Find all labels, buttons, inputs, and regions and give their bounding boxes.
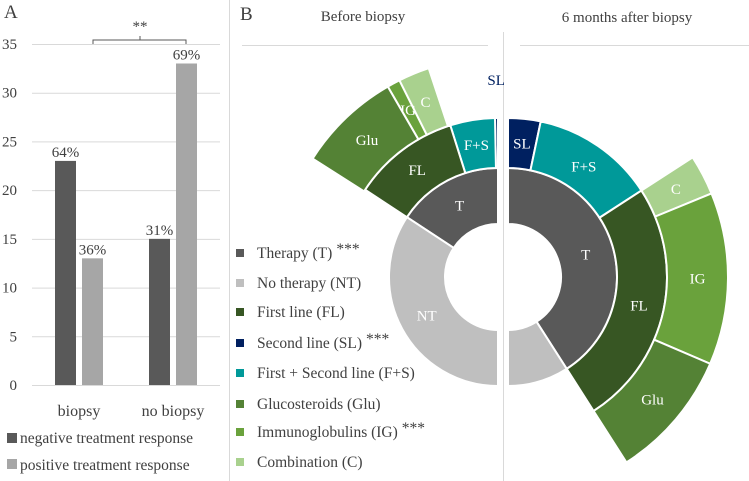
- legend-label: Immunoglobulins (IG): [257, 424, 398, 441]
- bar-positive: [82, 258, 103, 385]
- segment-label: SL: [513, 137, 531, 153]
- y-tick-label: 0: [10, 378, 18, 394]
- sunburst-legend: Therapy (T) ***No therapy (NT)First line …: [236, 241, 425, 471]
- legend-swatch-fl: [236, 308, 244, 316]
- segment-label: T: [581, 247, 590, 263]
- legend-significance: ***: [366, 331, 390, 348]
- legend-label: Therapy (T): [257, 245, 332, 262]
- bar-data-label: 31%: [146, 223, 174, 239]
- segment-glu: [311, 85, 420, 193]
- segment-label: Glu: [641, 393, 664, 409]
- legend-label: No therapy (NT): [257, 275, 361, 292]
- segment-label: FL: [630, 298, 648, 314]
- legend-swatch-glu: [236, 400, 244, 408]
- bar-chart-y-axis: 0 5 10 15 20 25 30 35: [2, 37, 17, 394]
- significance-bracket: **: [92, 19, 187, 44]
- y-tick-label: 25: [2, 134, 17, 150]
- y-tick-label: 35: [2, 37, 17, 53]
- segment-label: F+S: [464, 138, 489, 154]
- significance-label: **: [133, 19, 148, 35]
- bar-positive: [176, 63, 197, 385]
- y-tick-label: 15: [2, 232, 17, 248]
- legend-label-positive: positive treatment response: [20, 457, 190, 474]
- panel-b-label: B: [240, 4, 253, 25]
- segment-label: FL: [408, 163, 426, 179]
- legend-significance: ***: [336, 241, 360, 258]
- segment-label: IG: [690, 271, 706, 287]
- segment-label: C: [420, 95, 430, 111]
- bar-negative: [149, 238, 170, 385]
- legend-label: First line (FL): [257, 304, 345, 321]
- segment-label: F+S: [571, 160, 596, 176]
- after-biopsy-title: 6 months after biopsy: [562, 10, 693, 26]
- legend-swatch-t: [236, 249, 244, 257]
- category-label: no biopsy: [142, 403, 205, 420]
- segment-label: C: [671, 182, 681, 198]
- segment-nt: [388, 215, 499, 388]
- legend-swatch-f-plus-s: [236, 369, 244, 377]
- legend-swatch-sl: [236, 339, 244, 347]
- panel-a-label: A: [4, 2, 18, 23]
- legend-swatch-positive: [7, 459, 17, 469]
- segment-nt: [507, 320, 569, 388]
- bar-negative: [55, 160, 76, 385]
- segment-label: T: [455, 199, 464, 215]
- legend-label-negative: negative treatment response: [20, 430, 193, 447]
- y-tick-label: 5: [10, 329, 18, 345]
- legend-swatch-nt: [236, 279, 244, 287]
- y-tick-label: 30: [2, 86, 17, 102]
- legend-label: Glucosteroids (Glu): [257, 396, 381, 413]
- legend-swatch-negative: [7, 433, 17, 443]
- y-tick-label: 20: [2, 183, 17, 199]
- bar-chart-bars: biopsy 64% 36% no biopsy 31% 69%: [52, 47, 205, 420]
- bar-data-label: 69%: [173, 47, 201, 63]
- y-tick-label: 10: [2, 281, 17, 297]
- sunburst-after-biopsy: T SL F+S FL C IG Glu: [507, 116, 729, 464]
- legend-swatch-c: [236, 458, 244, 466]
- bar-data-label: 36%: [79, 242, 107, 258]
- legend-label: Second line (SL): [257, 335, 362, 352]
- segment-glu: [592, 338, 712, 464]
- legend-swatch-ig: [236, 428, 244, 436]
- legend-significance: ***: [402, 420, 426, 437]
- segment-label: SL: [487, 73, 505, 89]
- legend-label: First + Second line (F+S): [257, 365, 415, 382]
- segment-label: Glu: [356, 133, 379, 149]
- category-label: biopsy: [58, 403, 101, 420]
- before-biopsy-title: Before biopsy: [321, 9, 406, 25]
- bar-data-label: 64%: [52, 145, 80, 161]
- segment-label: NT: [417, 308, 437, 324]
- legend-label: Combination (C): [257, 454, 362, 471]
- bar-legend: negative treatment response positive tre…: [7, 430, 193, 474]
